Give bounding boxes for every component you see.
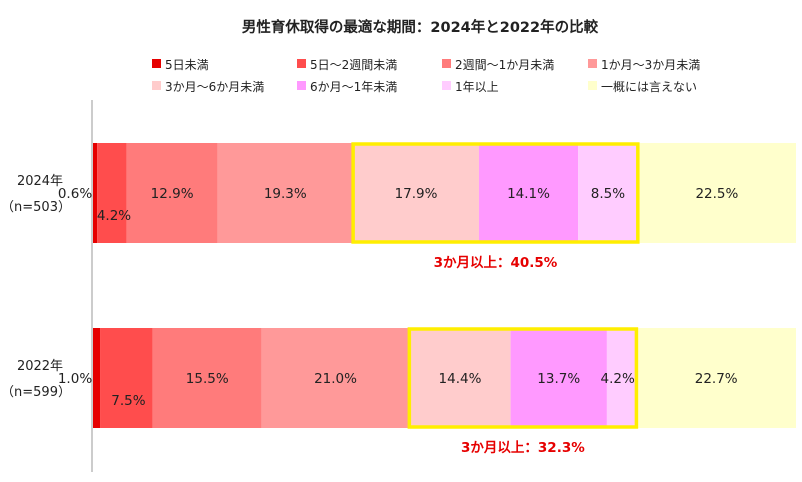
category-n-1: （n=599） — [1, 385, 71, 400]
legend-swatch-6 — [442, 81, 451, 90]
bar-0-0 — [93, 143, 98, 243]
highlight-label-0: 3か月以上：40.5% — [434, 255, 558, 271]
data-label-1-6: 4.2% — [600, 371, 634, 387]
bar-0-5 — [478, 143, 579, 243]
bar-0-3 — [217, 143, 354, 243]
highlight-label-1: 3か月以上：32.3% — [461, 440, 585, 456]
bar-1-0 — [93, 328, 101, 428]
data-label-1-7: 22.7% — [695, 371, 738, 387]
bar-1-5 — [510, 328, 607, 428]
legend-label-0: 5日未満 — [165, 58, 209, 72]
legend-label-7: 一概には言えない — [601, 80, 697, 94]
bar-1-3 — [261, 328, 410, 428]
legend-label-5: 6か月～1年未満 — [310, 80, 397, 94]
bar-1-1 — [100, 328, 153, 428]
bar-1-2 — [152, 328, 262, 428]
data-label-1-3: 21.0% — [314, 371, 357, 387]
data-label-1-0: 1.0% — [58, 371, 92, 387]
chart-title: 男性育休取得の最適な期間：2024年と2022年の比較 — [242, 18, 599, 36]
data-label-0-4: 17.9% — [395, 186, 438, 202]
bars — [93, 143, 796, 428]
bar-0-2 — [126, 143, 218, 243]
data-label-0-1: 4.2% — [97, 208, 131, 224]
bar-0-1 — [97, 143, 127, 243]
legend-swatch-1 — [297, 59, 306, 68]
category-n-0: （n=503） — [1, 200, 71, 215]
data-label-0-6: 8.5% — [591, 186, 625, 202]
bar-1-7 — [636, 328, 796, 428]
data-label-0-7: 22.5% — [695, 186, 738, 202]
legend-label-1: 5日～2週間未満 — [310, 58, 397, 72]
legend-label-4: 3か月～6か月未満 — [165, 80, 264, 94]
data-label-1-4: 14.4% — [439, 371, 482, 387]
data-label-1-2: 15.5% — [186, 371, 229, 387]
highlight-box-0 — [351, 142, 640, 244]
data-label-0-3: 19.3% — [264, 186, 307, 202]
legend-swatch-4 — [152, 81, 161, 90]
data-labels: 0.6% 4.2% 12.9% 19.3% 17.9% 14.1% 8.5% 22.5% 1.0… — [58, 186, 739, 409]
category-labels: 2024年 （n=503） 2022年 （n=599） — [1, 174, 71, 400]
data-label-0-0: 0.6% — [58, 186, 92, 202]
bar-0-4 — [353, 143, 479, 243]
legend-swatch-0 — [152, 59, 161, 68]
legend-swatch-5 — [297, 81, 306, 90]
bar-0-6 — [578, 143, 638, 243]
legend-swatch-2 — [442, 59, 451, 68]
category-label-1: 2022年 — [17, 359, 63, 374]
bar-0-7 — [637, 143, 796, 243]
category-label-0: 2024年 — [17, 174, 63, 189]
legend-label-3: 1か月～3か月未満 — [601, 58, 700, 72]
legend-swatch-3 — [588, 59, 597, 68]
highlight-box-1 — [407, 327, 639, 429]
legend-label-2: 2週間～1か月未満 — [455, 58, 554, 72]
legend-swatch-7 — [588, 81, 597, 90]
bar-1-4 — [409, 328, 511, 428]
data-label-0-2: 12.9% — [151, 186, 194, 202]
bar-1-6 — [606, 328, 637, 428]
highlight-boxes: 3か月以上：40.5% 3か月以上：32.3% — [351, 142, 640, 456]
data-label-1-1: 7.5% — [111, 393, 145, 409]
data-label-0-5: 14.1% — [507, 186, 550, 202]
data-label-1-5: 13.7% — [537, 371, 580, 387]
legend-label-6: 1年以上 — [455, 80, 499, 94]
legend: 5日未満 5日～2週間未満 2週間～1か月未満 1か月～3か月未満 3か月～6か月未満 6… — [152, 58, 700, 94]
